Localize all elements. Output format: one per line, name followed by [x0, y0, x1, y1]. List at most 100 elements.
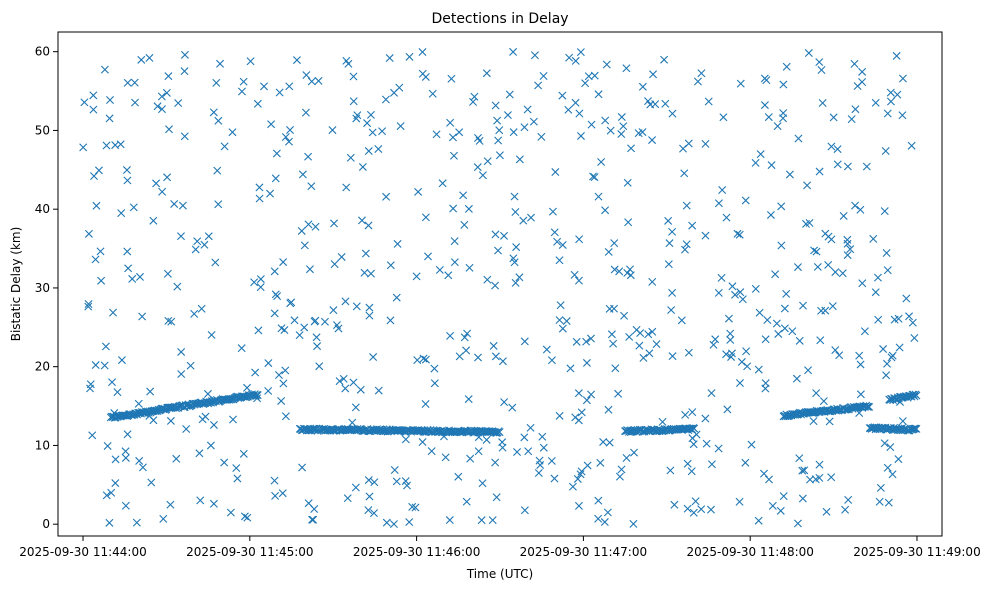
data-point	[833, 145, 842, 154]
data-point	[717, 273, 726, 282]
data-point	[681, 410, 690, 419]
data-point	[883, 463, 892, 472]
data-point	[582, 337, 591, 346]
data-point	[679, 144, 688, 153]
data-point	[84, 299, 93, 308]
data-point	[576, 48, 585, 57]
data-point	[568, 482, 577, 491]
data-point	[287, 298, 296, 307]
data-point	[831, 346, 840, 355]
data-point	[123, 176, 132, 185]
data-point	[680, 169, 689, 178]
data-point	[853, 82, 862, 91]
data-point	[364, 476, 373, 485]
data-point	[742, 347, 751, 356]
data-point	[311, 222, 320, 231]
data-point	[573, 474, 582, 483]
data-point	[418, 48, 427, 57]
data-point	[707, 460, 716, 469]
data-point	[582, 396, 591, 405]
data-point	[555, 256, 564, 265]
data-point	[86, 384, 94, 393]
data-point	[488, 516, 497, 525]
data-point	[623, 268, 632, 277]
data-point	[492, 493, 501, 502]
data-point	[798, 494, 807, 503]
data-point	[266, 189, 275, 198]
data-point	[166, 416, 175, 425]
data-point	[619, 122, 628, 131]
data-point	[876, 483, 885, 492]
data-point	[330, 219, 338, 228]
data-point	[239, 449, 248, 458]
data-point	[697, 505, 706, 514]
data-point	[500, 231, 509, 240]
data-point	[818, 98, 827, 107]
data-point	[365, 311, 374, 320]
data-point	[304, 220, 313, 229]
data-point	[737, 357, 746, 366]
data-point	[594, 192, 603, 201]
data-point	[121, 447, 130, 456]
data-point	[149, 216, 158, 225]
data-point	[604, 405, 613, 414]
data-point	[682, 201, 691, 210]
data-point	[511, 278, 520, 287]
data-point	[611, 364, 620, 373]
y-tick-label: 20	[35, 360, 50, 374]
data-point	[212, 78, 221, 87]
data-point	[731, 290, 739, 299]
data-point	[617, 465, 626, 474]
data-point	[408, 502, 417, 511]
data-point	[880, 207, 889, 216]
data-point	[623, 178, 632, 187]
data-point	[520, 506, 529, 515]
data-point	[277, 396, 286, 405]
data-point	[886, 88, 895, 97]
data-point	[890, 315, 899, 324]
data-point	[366, 110, 375, 119]
data-point	[203, 389, 212, 398]
data-point	[689, 508, 698, 517]
data-point	[363, 119, 372, 128]
data-point	[255, 183, 264, 192]
y-axis: 0 10 20 30 40 50 60	[35, 45, 58, 531]
data-point	[396, 122, 405, 131]
data-point	[668, 352, 677, 361]
x-tick-label: 2025-09-30 11:49:00	[853, 545, 980, 559]
data-point	[907, 141, 916, 150]
data-point	[447, 74, 456, 83]
data-point	[751, 158, 760, 167]
data-point	[237, 87, 246, 96]
data-point	[871, 98, 880, 107]
y-tick-label: 0	[42, 517, 50, 531]
data-point	[688, 408, 697, 417]
data-point	[109, 308, 118, 317]
data-point	[132, 518, 141, 527]
data-point	[279, 258, 288, 267]
data-point	[260, 82, 269, 91]
data-point	[782, 62, 791, 71]
data-point	[163, 173, 172, 182]
data-point	[707, 389, 716, 398]
data-point	[829, 113, 838, 122]
data-point	[301, 108, 310, 117]
data-point	[449, 151, 458, 160]
data-point	[430, 379, 439, 388]
data-point	[760, 469, 768, 478]
data-point	[292, 56, 301, 65]
data-point	[213, 166, 222, 175]
data-point	[788, 327, 797, 336]
data-point	[860, 327, 869, 336]
data-point	[610, 265, 619, 274]
data-point	[157, 92, 166, 101]
data-point	[134, 399, 143, 408]
data-point	[329, 306, 338, 315]
data-point	[170, 199, 179, 208]
data-point	[275, 88, 284, 97]
data-point	[196, 496, 205, 505]
data-point	[370, 509, 378, 518]
data-point	[330, 260, 339, 269]
data-point	[102, 491, 111, 500]
data-point	[356, 385, 365, 394]
